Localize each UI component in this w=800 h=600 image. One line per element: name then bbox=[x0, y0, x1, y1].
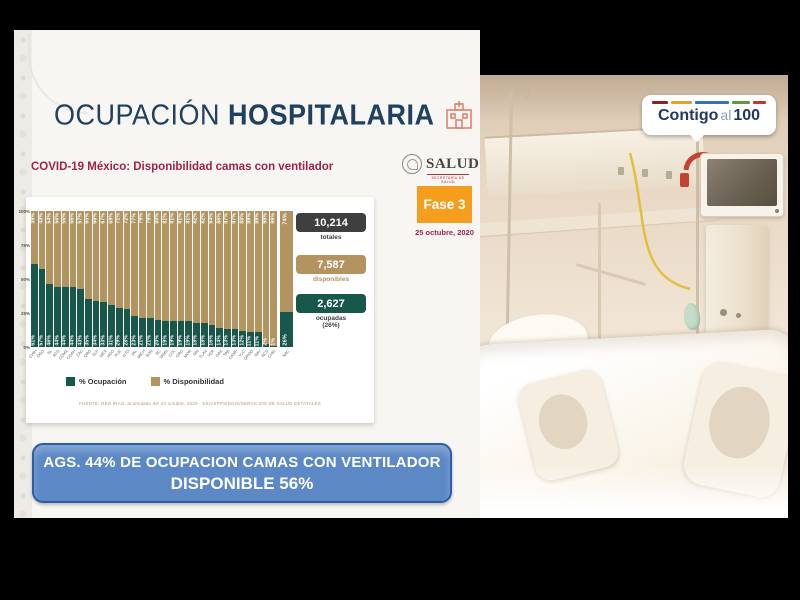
bar-son: 79% 21% SON bbox=[144, 211, 154, 359]
bar-nac: 74% 26% NAC bbox=[280, 211, 293, 358]
chart-plot: 100% 75% 50% 25% 0% 39% 61% CHIH 43% 57% DGO 54% 46… bbox=[18, 209, 293, 361]
salud-sub-text: SECRETARÍA DE SALUD bbox=[427, 174, 469, 184]
bar-ver: 84% 16% VER bbox=[206, 211, 216, 358]
bar-nl: 54% 46% NL bbox=[46, 211, 54, 356]
bar-chis: 99% 1% CHIS bbox=[267, 211, 278, 359]
legend-label: % Disponibilidad bbox=[163, 377, 224, 386]
logo-text-al: al bbox=[720, 107, 732, 123]
logo-text-contigo: Contigo bbox=[657, 107, 719, 124]
banner-line2: DISPONIBLE 56% bbox=[170, 474, 314, 493]
bar-nay: 89% 11% NAY bbox=[252, 211, 262, 358]
ventilator-pole bbox=[696, 130, 699, 442]
bar-tams: 81% 19% TAMS bbox=[158, 211, 169, 360]
bar-tab: 87% 13% TAB bbox=[222, 211, 231, 358]
salud-eagle-icon bbox=[402, 154, 422, 174]
ventilator-knob bbox=[720, 309, 727, 316]
bar-dgo: 43% 57% DGO bbox=[35, 211, 46, 359]
legend-label: % Ocupación bbox=[79, 377, 127, 386]
legend-swatch-tan bbox=[150, 377, 160, 386]
bar-col: 81% 19% COL bbox=[167, 211, 177, 358]
logo-dashes bbox=[652, 101, 766, 104]
monitor-screen bbox=[707, 159, 777, 206]
bar-gro: 81% 19% GRO bbox=[174, 211, 185, 359]
red-connector bbox=[680, 173, 689, 187]
wall-outlet bbox=[642, 169, 648, 177]
bar-sin: 82% 18% SIN bbox=[191, 211, 200, 357]
bar-yuc: 88% 12% YUC bbox=[236, 211, 247, 359]
bar-gto: 72% 28% GTO bbox=[121, 211, 131, 359]
bar-mich: 79% 21% MICH bbox=[135, 211, 146, 360]
bar-jal: 77% 23% JAL bbox=[129, 211, 139, 357]
wall-outlet bbox=[666, 171, 672, 179]
stat-label-totales: totales bbox=[320, 234, 342, 241]
page-title: OCUPACIÓN HOSPITALARIA bbox=[54, 96, 472, 135]
legend-swatch-green bbox=[66, 377, 75, 386]
salud-wordmark: SALUD bbox=[426, 155, 480, 172]
slide-panel: OCUPACIÓN HOSPITALARIA COVID-19 México: … bbox=[14, 30, 480, 518]
bar-qroo: 89% 11% QROO bbox=[242, 211, 254, 361]
monitor-knob bbox=[775, 209, 779, 213]
legend-item-disponibilidad: % Disponibilidad bbox=[150, 377, 224, 386]
wall-outlet bbox=[618, 167, 624, 175]
bar-bc: 80% 20% BC bbox=[153, 211, 162, 356]
bar-mex: 67% 33% MEX bbox=[97, 211, 108, 359]
stat-label-ocupadas: ocupadas bbox=[315, 315, 347, 322]
bar-cdmx: 56% 44% CDMX bbox=[57, 211, 69, 361]
y-tick: 25% bbox=[20, 311, 30, 316]
ventilator-monitor bbox=[700, 153, 784, 217]
ventilator-knob bbox=[736, 313, 741, 318]
fase-badge: Fase 3 bbox=[417, 186, 472, 223]
bar-qro: 65% 35% QRO bbox=[82, 211, 92, 359]
stats-column: 10,214 totales 7,587 disponibles 2,627 o… bbox=[295, 213, 367, 335]
title-word-hospitalaria: HOSPITALARIA bbox=[228, 99, 435, 131]
rail-cutout bbox=[702, 381, 777, 464]
chart-legend: % Ocupación % Disponibilidad bbox=[66, 377, 286, 386]
stat-value-ocupadas: 2,627 bbox=[296, 294, 366, 313]
bar-oax: 86% 14% OAX bbox=[213, 211, 224, 359]
y-tick: 75% bbox=[20, 243, 30, 248]
contigo-al-100-logo: Contigo al 100 bbox=[642, 95, 776, 135]
y-tick: 0% bbox=[23, 345, 30, 350]
legend-item-ocupacion: % Ocupación bbox=[66, 377, 127, 386]
stat-value-totales: 10,214 bbox=[296, 213, 366, 232]
bar-mor: 81% 19% MOR bbox=[182, 211, 193, 359]
photo-bottom-fade bbox=[480, 463, 788, 518]
bar-hgo: 69% 31% HGO bbox=[105, 211, 115, 359]
stat-totales: 10,214 totales bbox=[295, 213, 367, 241]
bar-slp: 66% 34% SLP bbox=[90, 211, 100, 358]
stat-ocupadas: 2,627 ocupadas (26%) bbox=[295, 294, 367, 329]
salud-logo: SALUD SECRETARÍA DE SALUD bbox=[402, 154, 480, 184]
bar-tlax: 82% 18% TLAX bbox=[197, 211, 208, 360]
y-tick: 100% bbox=[18, 209, 30, 214]
hospital-room-photo: Contigo al 100 bbox=[480, 75, 788, 518]
bar-bcs: 98% 2% BCS bbox=[260, 211, 270, 358]
chart-subtitle: COVID-19 México: Disponibilidad camas co… bbox=[31, 161, 334, 173]
support-pole bbox=[598, 203, 601, 388]
summary-banner: AGS. 44% DE OCUPACION CAMAS CON VENTILAD… bbox=[32, 443, 452, 503]
bar-chih: 39% 61% CHIH bbox=[27, 211, 38, 360]
source-note: FUENTE: RED IRAG, acumulado del 24 octub… bbox=[79, 401, 321, 406]
hospital-icon bbox=[443, 100, 475, 135]
bar-zac: 57% 43% ZAC bbox=[75, 211, 85, 358]
stat-value-disponibles: 7,587 bbox=[296, 255, 366, 274]
bar-camp: 87% 13% CAMP bbox=[227, 211, 239, 361]
bar-ags: 56% 44% AGS bbox=[51, 211, 61, 359]
chart-card: 100% 75% 50% 25% 0% 39% 61% CHIH 43% 57% DGO 54% 46… bbox=[18, 197, 374, 423]
stat-sublabel-ocupadas: (26%) bbox=[322, 322, 340, 329]
stat-label-disponibles: disponibles bbox=[312, 276, 350, 283]
stat-disponibles: 7,587 disponibles bbox=[295, 255, 367, 283]
date-label: 25 octubre, 2020 bbox=[415, 228, 474, 237]
bars: 39% 61% CHIH 43% 57% DGO 54% 46% NL 56% 44% AGS 56% 4… bbox=[27, 211, 293, 361]
logo-text-100: 100 bbox=[733, 107, 761, 124]
bar-coah: 56% 44% COAH bbox=[65, 211, 77, 361]
title-word-ocupacion: OCUPACIÓN bbox=[54, 99, 221, 131]
rail-cutout bbox=[533, 389, 593, 455]
y-tick: 50% bbox=[20, 277, 30, 282]
banner-line1: AGS. 44% DE OCUPACION CAMAS CON VENTILAD… bbox=[43, 454, 441, 471]
bar-pue: 71% 29% PUE bbox=[113, 211, 123, 358]
